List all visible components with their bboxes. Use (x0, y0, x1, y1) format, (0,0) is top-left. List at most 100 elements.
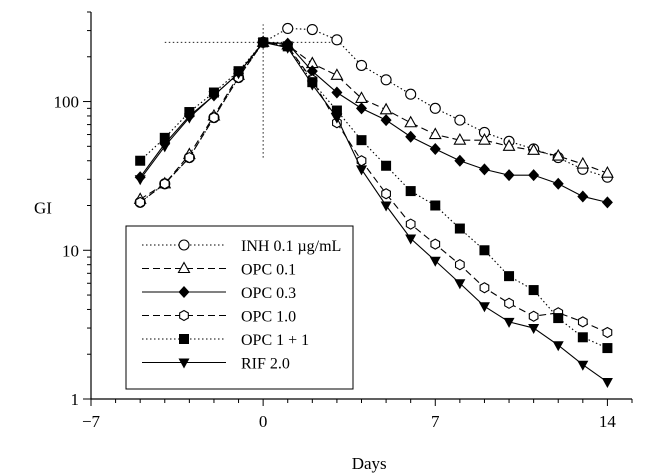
data-point (380, 74, 392, 86)
data-point (454, 259, 465, 271)
x-tick-label: 14 (599, 412, 617, 431)
data-point (135, 196, 146, 208)
data-point (381, 188, 391, 200)
series-4 (135, 36, 613, 339)
data-point (453, 133, 467, 145)
data-point (454, 154, 466, 167)
data-point (356, 135, 367, 146)
data-point (355, 91, 368, 103)
data-point (183, 113, 195, 124)
legend-marker (179, 334, 189, 344)
data-point (503, 169, 515, 182)
data-point (602, 343, 613, 354)
y-tick-label: 10 (62, 241, 79, 260)
data-point (577, 332, 588, 343)
data-point (551, 148, 565, 161)
data-point (380, 201, 392, 212)
legend-marker (177, 261, 191, 274)
data-point (528, 285, 539, 296)
data-point (282, 22, 294, 35)
data-point (184, 107, 195, 118)
y-tick-label: 100 (54, 93, 80, 112)
legend-label: OPC 0.1 (241, 262, 296, 279)
legend-label: OPC 1 + 1 (241, 332, 309, 349)
data-point (527, 143, 541, 155)
data-point (504, 297, 514, 309)
data-point (405, 218, 416, 230)
data-point (602, 326, 613, 339)
data-point (209, 111, 219, 124)
data-point (379, 102, 393, 115)
legend: INH 0.1 µg/mL OPC 0.1 OPC 0.3 OPC 1.0 OPC 1 … (125, 225, 354, 390)
data-point (478, 133, 491, 145)
legend-label: RIF 2.0 (241, 356, 290, 373)
legend-label: INH 0.1 µg/mL (241, 238, 341, 255)
x-tick-label: 7 (431, 412, 440, 431)
data-point (601, 378, 613, 389)
data-point (356, 165, 367, 176)
data-point (405, 130, 417, 143)
series-line (139, 27, 608, 203)
data-point (528, 310, 539, 322)
data-point (503, 317, 515, 328)
data-point (429, 142, 441, 155)
data-point (159, 132, 170, 143)
data-point (282, 43, 294, 54)
legend-marker (178, 286, 190, 298)
data-point (600, 166, 614, 178)
data-point (381, 160, 392, 171)
data-point (504, 271, 515, 282)
data-point (601, 196, 613, 209)
data-point (257, 38, 269, 49)
legend-box (125, 225, 354, 390)
data-point (331, 113, 343, 124)
data-point (429, 102, 441, 114)
data-point (306, 65, 318, 78)
data-point (134, 175, 146, 186)
data-point (405, 186, 416, 197)
data-point (528, 169, 540, 182)
data-point (552, 177, 564, 190)
data-point (479, 282, 490, 294)
data-point (306, 80, 318, 91)
data-point (331, 86, 343, 99)
y-tick-label: 1 (71, 390, 80, 409)
x-axis-label: Days (352, 454, 387, 473)
data-point (577, 190, 589, 203)
data-point (208, 91, 220, 102)
data-point (159, 142, 171, 153)
series-line (139, 41, 608, 200)
legend-marker (178, 358, 190, 369)
data-point (552, 341, 564, 352)
data-point (454, 114, 466, 126)
data-point (430, 238, 441, 250)
data-point (330, 68, 344, 80)
data-point (233, 69, 245, 80)
data-point (454, 279, 466, 290)
data-point (405, 234, 417, 245)
data-point (502, 139, 516, 151)
data-point (577, 316, 588, 328)
data-point (331, 105, 342, 116)
data-point (135, 155, 146, 166)
series-6 (134, 38, 613, 389)
data-point (454, 223, 465, 234)
data-point (478, 302, 490, 313)
data-point (159, 178, 170, 190)
x-tick-label: −7 (82, 412, 101, 431)
x-tick-label: 0 (259, 412, 268, 431)
data-point (429, 256, 441, 267)
data-point (428, 127, 442, 140)
data-point (576, 156, 590, 169)
data-point (184, 151, 195, 164)
data-point (528, 324, 540, 335)
legend-label: OPC 1.0 (241, 309, 296, 326)
data-point (478, 163, 490, 176)
data-point (553, 313, 564, 324)
data-point (331, 34, 343, 46)
data-point (355, 59, 368, 71)
data-point (306, 23, 318, 36)
series-3 (134, 36, 613, 209)
data-point (404, 115, 418, 128)
